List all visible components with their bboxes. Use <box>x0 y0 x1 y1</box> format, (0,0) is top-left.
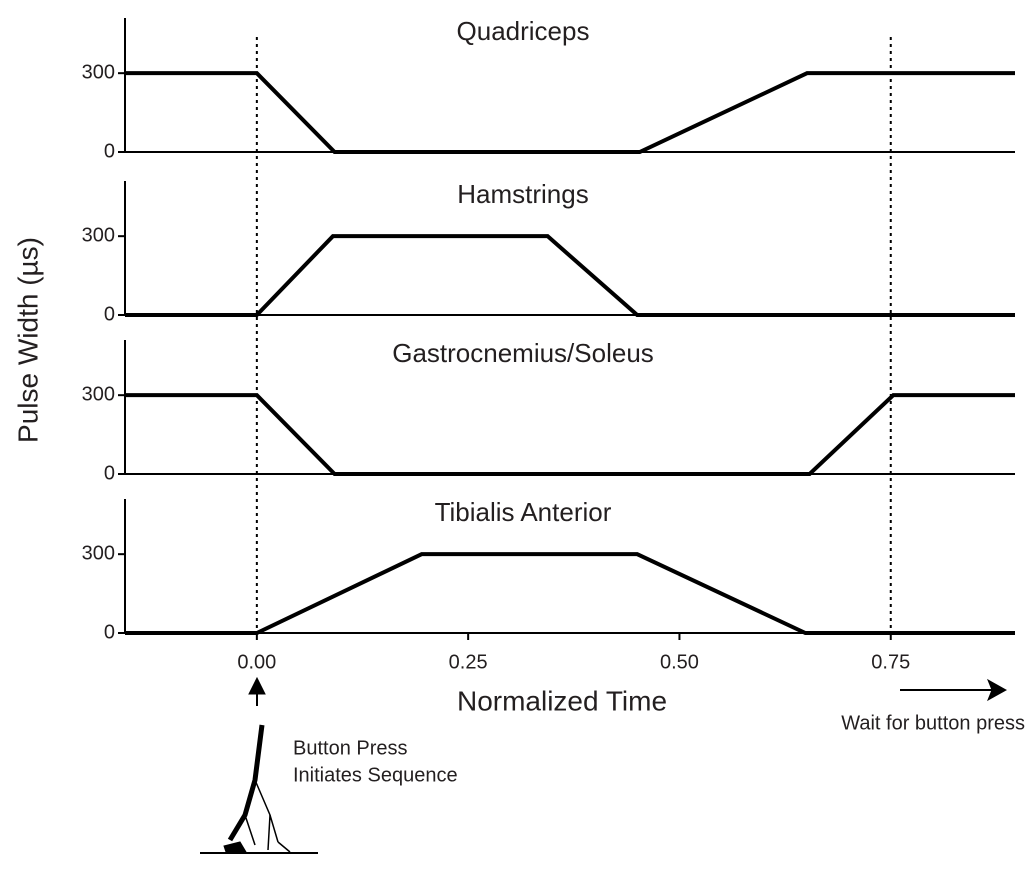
button-press-sketch <box>200 724 318 854</box>
x-tick-label: 0.25 <box>449 651 488 673</box>
arrow-right <box>900 678 1008 702</box>
y-tick-label: 0 <box>104 303 115 325</box>
panel-title: Hamstrings <box>457 179 588 209</box>
line <box>125 393 1015 476</box>
panel-title: Tibialis Anterior <box>435 497 612 527</box>
y-tick-label: 300 <box>82 542 115 564</box>
annotation: Initiates Sequence <box>293 764 458 786</box>
x-tick-label: 0.75 <box>871 651 910 673</box>
line <box>125 71 1015 154</box>
annotation: Button Press <box>293 737 408 759</box>
y-tick-label: 0 <box>104 140 115 162</box>
y-axis-label: Pulse Width (µs) <box>12 237 43 443</box>
x-tick-label: 0.00 <box>237 651 276 673</box>
x-axis-label: Normalized Time <box>457 685 667 716</box>
arrow-up <box>248 676 266 706</box>
line <box>125 234 1015 317</box>
panel-title: Gastrocnemius/Soleus <box>392 338 654 368</box>
y-tick-label: 300 <box>82 61 115 83</box>
panel-title: Quadriceps <box>457 16 590 46</box>
y-tick-label: 0 <box>104 621 115 643</box>
y-tick-label: 300 <box>82 224 115 246</box>
y-tick-label: 300 <box>82 383 115 405</box>
x-tick-label: 0.50 <box>660 651 699 673</box>
y-tick-label: 0 <box>104 462 115 484</box>
line <box>125 552 1015 635</box>
annotation: Wait for button press <box>841 712 1025 734</box>
